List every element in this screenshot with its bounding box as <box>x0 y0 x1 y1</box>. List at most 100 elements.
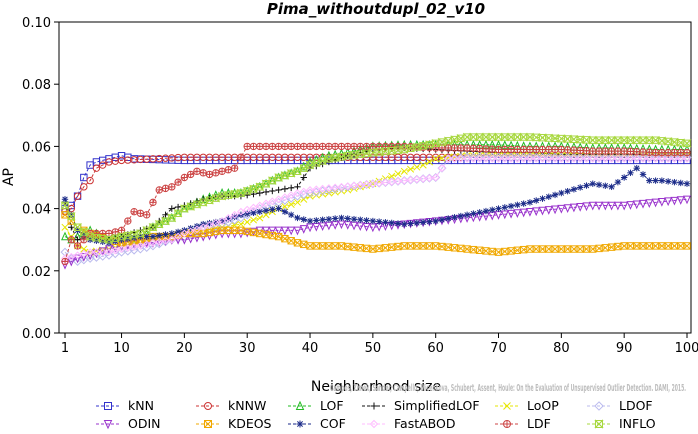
data-point <box>525 208 534 217</box>
data-point <box>394 177 402 186</box>
data-point <box>507 154 515 163</box>
data-point <box>400 176 409 185</box>
data-point <box>482 207 490 215</box>
data-point <box>614 178 622 186</box>
data-point <box>338 214 345 222</box>
data-point <box>287 211 295 219</box>
data-point <box>237 226 245 235</box>
data-point <box>162 231 169 238</box>
data-point <box>488 154 497 163</box>
legend-label: kNN <box>128 398 154 413</box>
data-point <box>262 199 270 208</box>
data-point <box>300 216 307 223</box>
data-point <box>368 179 377 188</box>
data-point <box>438 216 446 223</box>
data-point <box>174 232 182 241</box>
data-point <box>162 211 169 219</box>
data-point <box>457 212 465 220</box>
data-point <box>275 205 282 212</box>
data-point <box>155 186 163 194</box>
data-point <box>306 242 314 250</box>
data-point <box>469 154 478 163</box>
data-point <box>73 251 82 260</box>
data-point <box>343 182 352 191</box>
data-point <box>381 244 390 252</box>
data-point <box>526 199 534 206</box>
data-point <box>676 152 686 162</box>
data-point <box>300 142 308 151</box>
data-point <box>388 219 395 227</box>
data-point <box>425 242 434 250</box>
data-point <box>230 164 239 172</box>
data-point <box>174 228 182 236</box>
data-point <box>237 220 245 228</box>
data-point <box>669 152 679 162</box>
data-point <box>67 257 76 267</box>
y-axis: 0.00 0.02 0.04 0.06 0.08 0.10 <box>22 16 59 342</box>
data-point <box>620 174 628 181</box>
data-point <box>494 154 503 163</box>
y-tick-label: 0.04 <box>22 203 51 218</box>
data-point <box>513 154 522 163</box>
data-point <box>557 154 566 163</box>
series-odin <box>61 195 691 270</box>
data-point <box>544 152 554 162</box>
data-point <box>280 195 290 205</box>
data-point <box>588 154 597 163</box>
data-point <box>469 144 478 152</box>
data-point <box>551 205 560 215</box>
data-point <box>319 216 326 223</box>
data-point <box>306 186 314 194</box>
data-point <box>595 244 603 253</box>
data-point <box>620 147 628 155</box>
data-point <box>651 198 660 208</box>
data-point <box>607 147 616 155</box>
data-point <box>350 215 358 223</box>
x-tick-label: 100 <box>675 341 698 356</box>
data-point <box>193 167 201 175</box>
data-point <box>501 247 509 256</box>
data-point <box>281 185 289 193</box>
data-point <box>286 193 296 203</box>
data-point <box>142 240 151 249</box>
x-tick-label: 40 <box>302 341 319 356</box>
data-point <box>551 245 559 253</box>
data-point <box>601 244 610 252</box>
data-point <box>645 148 654 157</box>
data-point <box>576 245 584 253</box>
data-point <box>269 206 276 213</box>
data-point <box>256 214 264 222</box>
plot-frame <box>58 21 692 334</box>
data-point <box>677 148 685 157</box>
data-point <box>61 257 69 266</box>
data-point <box>563 152 573 162</box>
legend-marker <box>296 420 304 428</box>
legend-item-loop: LoOP <box>495 398 559 413</box>
data-point <box>274 226 283 236</box>
x-tick-label: 1 <box>61 341 69 356</box>
data-point <box>682 152 692 162</box>
data-point <box>538 145 547 154</box>
data-point <box>600 152 610 162</box>
data-point <box>488 145 496 153</box>
data-point <box>576 184 584 191</box>
data-point <box>105 248 113 257</box>
data-point <box>450 244 459 252</box>
data-point <box>143 233 150 240</box>
data-point <box>300 240 308 249</box>
credit-note: Campos, Zimek, Sander, Campello, Micenko… <box>330 383 686 394</box>
data-point <box>644 152 654 162</box>
data-point <box>180 229 189 238</box>
y-tick-label: 0.06 <box>22 140 51 155</box>
data-point <box>683 195 691 205</box>
data-point <box>368 223 377 233</box>
data-point <box>539 195 546 202</box>
data-point <box>583 182 590 189</box>
data-point <box>570 154 578 163</box>
data-point <box>243 205 252 214</box>
data-point <box>670 154 679 163</box>
data-point <box>356 142 364 151</box>
data-point <box>124 217 132 225</box>
data-point <box>651 152 661 162</box>
data-point <box>293 189 302 197</box>
